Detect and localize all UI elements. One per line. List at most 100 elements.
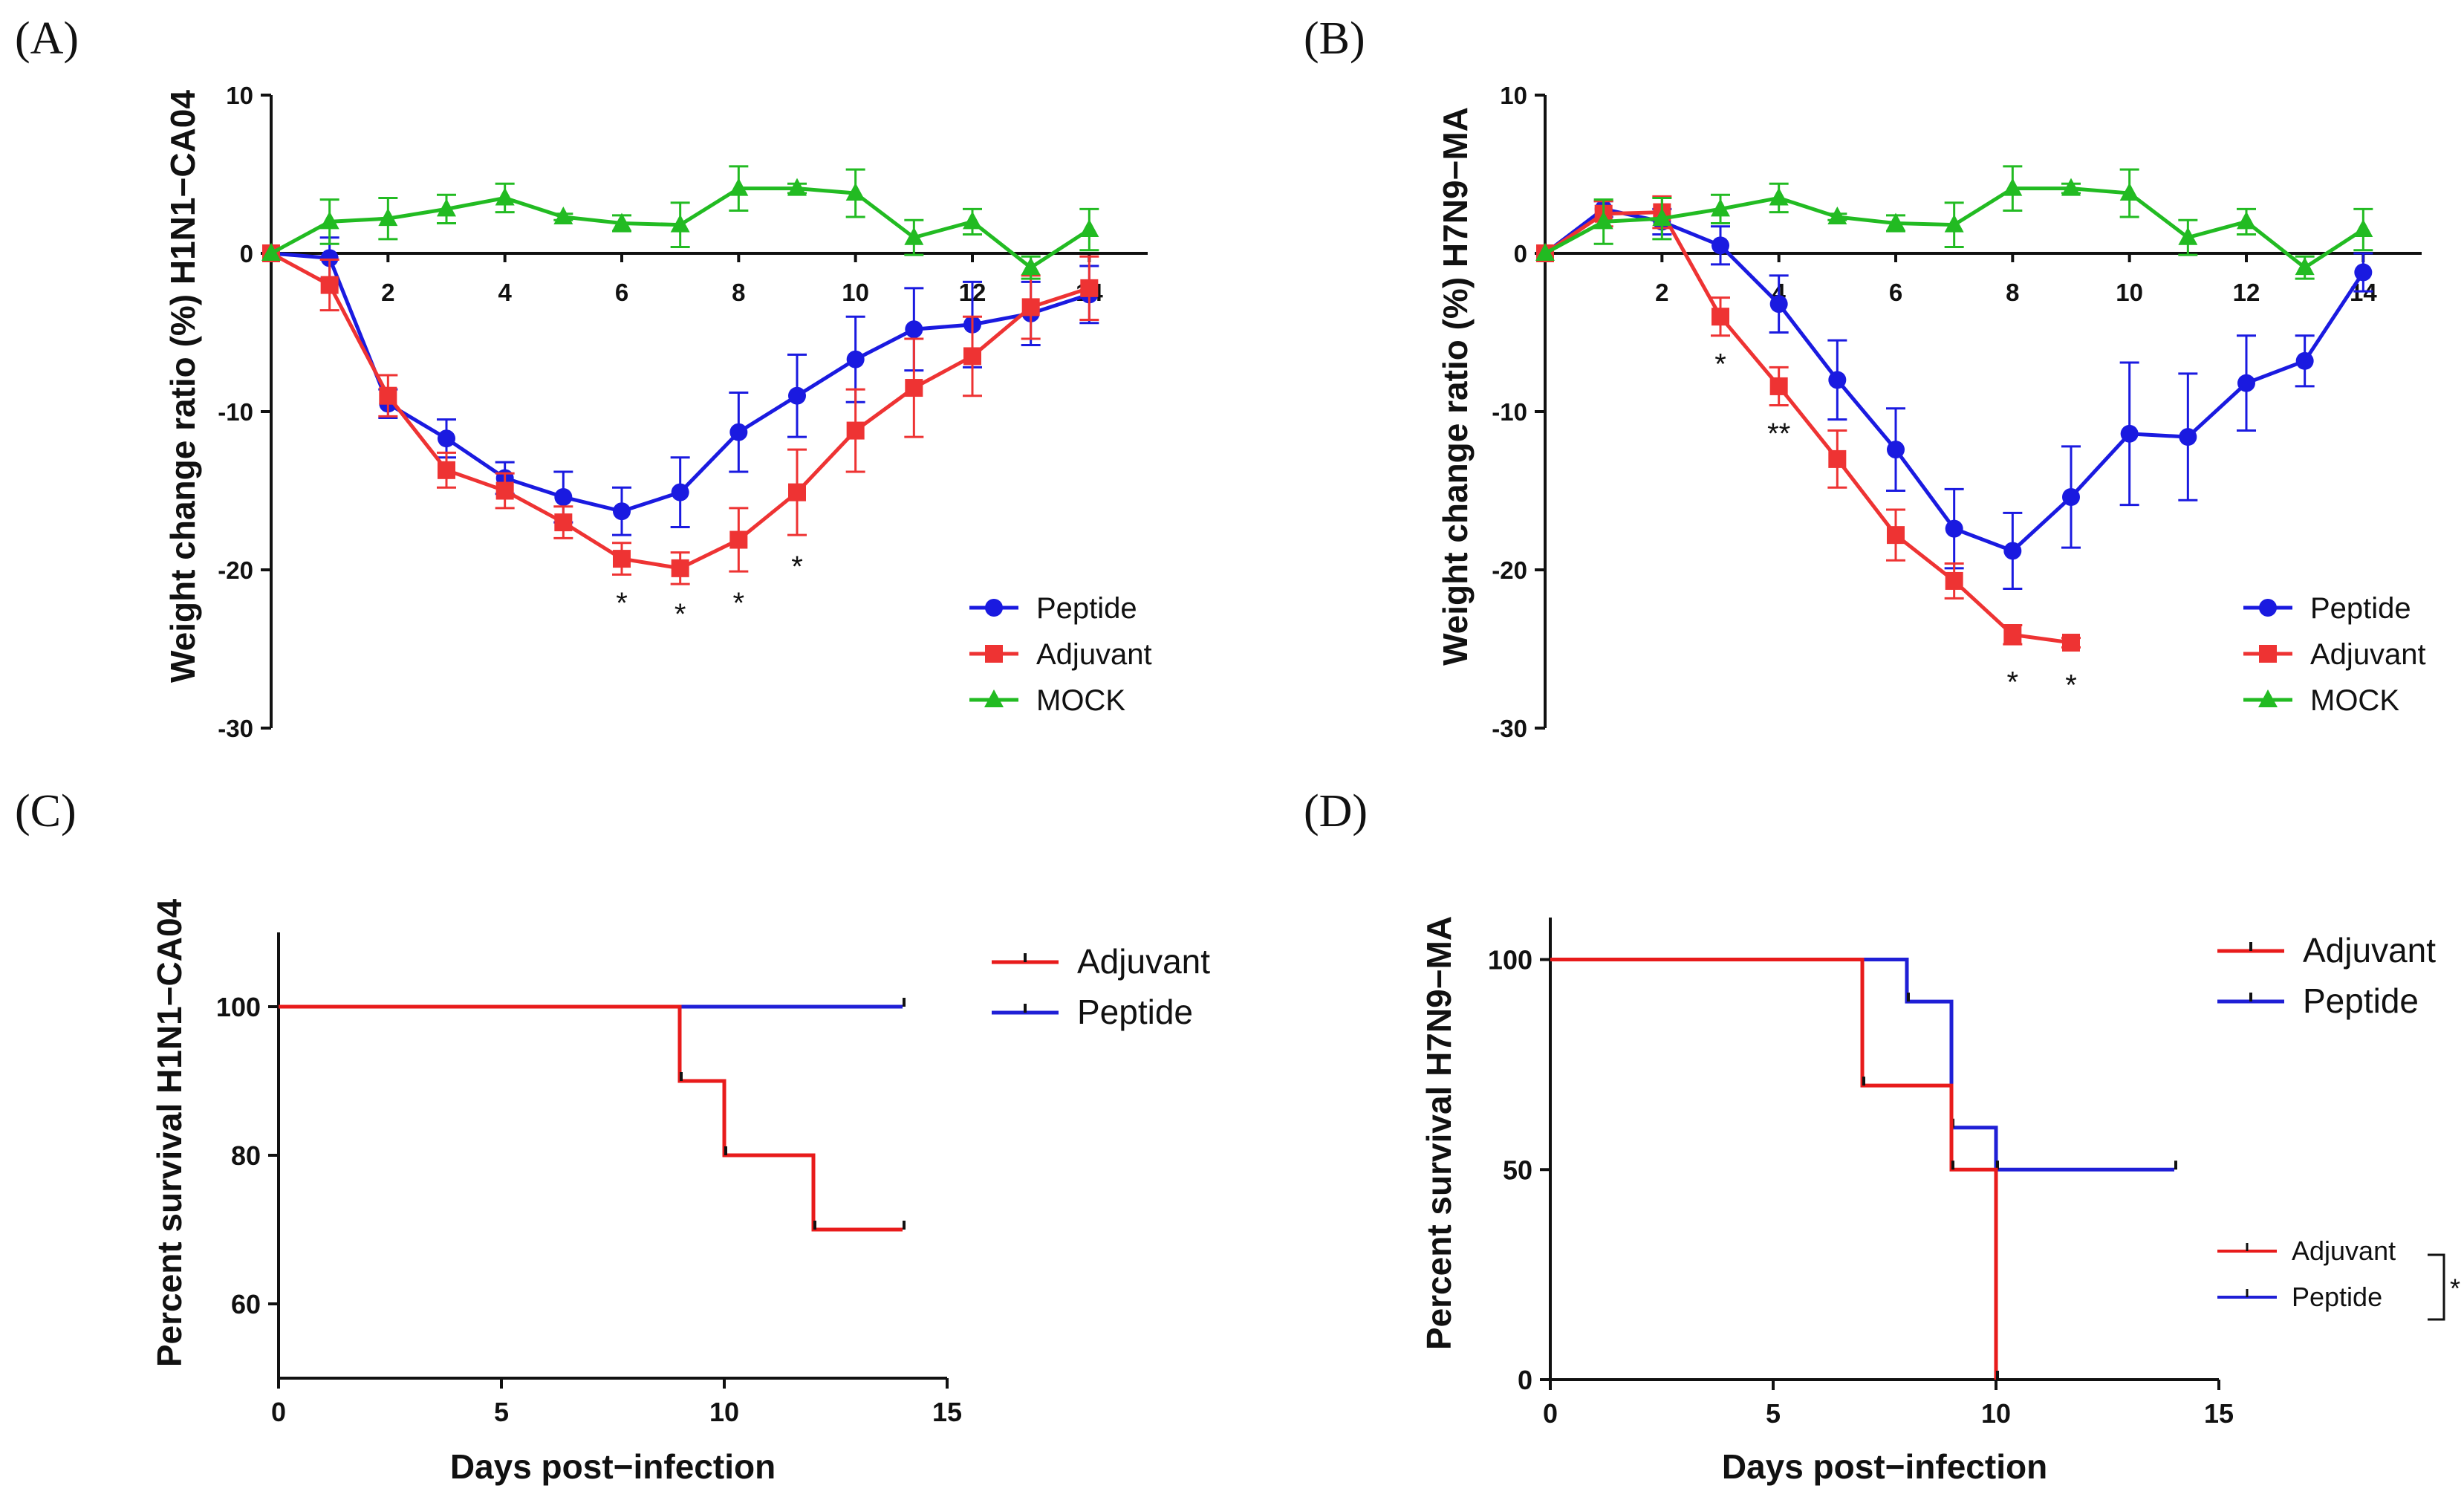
- data-point-A-1-9: [788, 483, 806, 501]
- data-point-A-1-14: [1080, 279, 1099, 297]
- data-point-B-0-7: [1945, 519, 1963, 538]
- data-point-A-2-10: [845, 183, 865, 201]
- y-tick-label: 10: [226, 82, 253, 109]
- series-mock: [261, 165, 1099, 280]
- data-point-A-1-3: [438, 461, 455, 479]
- data-point-B-1-3: [1712, 308, 1729, 326]
- data-point-A-1-5: [554, 513, 573, 532]
- significance-marker: *: [1714, 348, 1726, 380]
- series-line-adjuvant: [1544, 210, 2072, 645]
- data-point-B-2-14: [2353, 219, 2373, 238]
- series-adjuvant: [262, 244, 1099, 585]
- data-point-B-2-6: [1886, 212, 1905, 231]
- legend-label: Peptide: [1036, 592, 1137, 625]
- data-point-A-0-11: [905, 320, 923, 339]
- data-point-A-1-1: [320, 276, 339, 294]
- data-point-A-2-9: [787, 178, 807, 196]
- chart-C: (C) 100 80 60 0 5 10 15 Days post−infection Perce…: [15, 786, 1210, 1486]
- legend: Peptide Adjuvant MOCK: [2243, 592, 2426, 717]
- significance-marker: *: [2007, 666, 2019, 698]
- data-point-A-2-13: [1021, 257, 1041, 276]
- legend-label: MOCK: [1036, 684, 1125, 717]
- legend-marker: [2258, 689, 2278, 707]
- panel-label-B: (B): [1304, 13, 1365, 64]
- data-point-B-0-5: [1828, 371, 1847, 389]
- data-point-B-1-8: [2003, 626, 2022, 644]
- panel-label-D: (D): [1304, 786, 1368, 837]
- x-tick-label: 10: [842, 279, 869, 306]
- data-point-B-0-3: [1712, 236, 1729, 255]
- y-tick-label: 10: [1500, 82, 1527, 109]
- legend-marker: [985, 599, 1003, 617]
- data-point-B-0-13: [2295, 351, 2314, 370]
- data-point-B-2-3: [1711, 198, 1730, 217]
- legend: Adjuvant Peptide: [2217, 931, 2436, 1020]
- legend-label: MOCK: [2310, 684, 2399, 717]
- panel-label-A: (A): [15, 13, 79, 64]
- data-point-B-2-5: [1827, 207, 1847, 225]
- data-point-B-0-10: [2120, 424, 2139, 443]
- x-tick-label: 8: [2006, 279, 2019, 306]
- y-tick-label: 60: [231, 1289, 261, 1319]
- x-tick-label: 6: [1889, 279, 1902, 306]
- x-tick-label: 10: [709, 1397, 739, 1427]
- data-point-A-1-2: [379, 386, 397, 405]
- x-tick-label: 6: [615, 279, 628, 306]
- data-point-A-0-3: [438, 429, 455, 448]
- data-point-B-0-11: [2179, 428, 2197, 447]
- legend-label: Peptide: [2310, 592, 2411, 625]
- legend-label: Adjuvant: [1036, 638, 1152, 671]
- y-tick-label: -10: [218, 398, 253, 426]
- series-adjuvant: [279, 1004, 906, 1232]
- x-tick-label: 8: [732, 279, 745, 306]
- x-tick-label: 5: [494, 1397, 509, 1427]
- data-point-A-2-11: [904, 227, 924, 245]
- significance-marker: **: [1767, 418, 1790, 450]
- legend-label: Peptide: [2292, 1282, 2382, 1312]
- legend-label: Adjuvant: [2292, 1236, 2396, 1266]
- data-point-A-2-7: [670, 214, 690, 233]
- data-point-B-0-14: [2354, 263, 2373, 282]
- y-tick-label: -30: [1492, 715, 1527, 742]
- data-point-B-0-6: [1887, 441, 1905, 459]
- y-tick-label: -20: [1492, 556, 1527, 584]
- y-tick-label: 0: [240, 240, 253, 267]
- x-tick-label: 2: [1655, 279, 1668, 306]
- data-point-A-2-8: [729, 178, 749, 196]
- x-tick-label: 10: [2116, 279, 2143, 306]
- data-point-B-1-6: [1887, 526, 1905, 545]
- data-point-A-2-0: [261, 243, 281, 261]
- x-tick-label: 10: [1981, 1398, 2011, 1429]
- y-tick-label: -10: [1492, 398, 1527, 426]
- data-point-A-0-5: [554, 488, 573, 507]
- significance-marker: *: [733, 587, 745, 620]
- x-axis-title: Days post−infection: [1722, 1447, 2047, 1486]
- data-point-B-2-0: [1535, 243, 1555, 261]
- data-point-A-1-11: [905, 379, 923, 397]
- data-point-A-2-1: [319, 211, 339, 230]
- data-point-B-1-5: [1828, 449, 1847, 468]
- series-adjuvant: [1550, 958, 1999, 1380]
- data-point-A-0-8: [729, 423, 748, 441]
- data-point-B-2-8: [2003, 178, 2023, 196]
- data-point-B-2-9: [2061, 178, 2081, 196]
- legend-secondary: Adjuvant Peptide *: [2217, 1236, 2460, 1321]
- data-point-B-1-7: [1945, 571, 1963, 590]
- y-tick-label: 0: [1518, 1365, 1532, 1395]
- legend-marker: [985, 645, 1003, 663]
- y-tick-label: 100: [216, 992, 261, 1022]
- data-point-A-0-1: [320, 249, 339, 267]
- series-peptide: [1536, 200, 2373, 591]
- y-tick-label: 0: [1514, 240, 1527, 267]
- legend-label: Peptide: [1077, 993, 1193, 1031]
- significance-marker: *: [2450, 1273, 2460, 1304]
- legend-marker: [2259, 645, 2277, 663]
- x-tick-label: 15: [932, 1397, 962, 1427]
- x-tick-label: 15: [2204, 1398, 2234, 1429]
- data-point-A-2-2: [378, 208, 398, 227]
- data-point-A-2-5: [553, 207, 573, 225]
- data-point-A-0-6: [613, 502, 631, 521]
- y-tick-label: 50: [1503, 1155, 1532, 1185]
- significance-marker: *: [616, 587, 628, 620]
